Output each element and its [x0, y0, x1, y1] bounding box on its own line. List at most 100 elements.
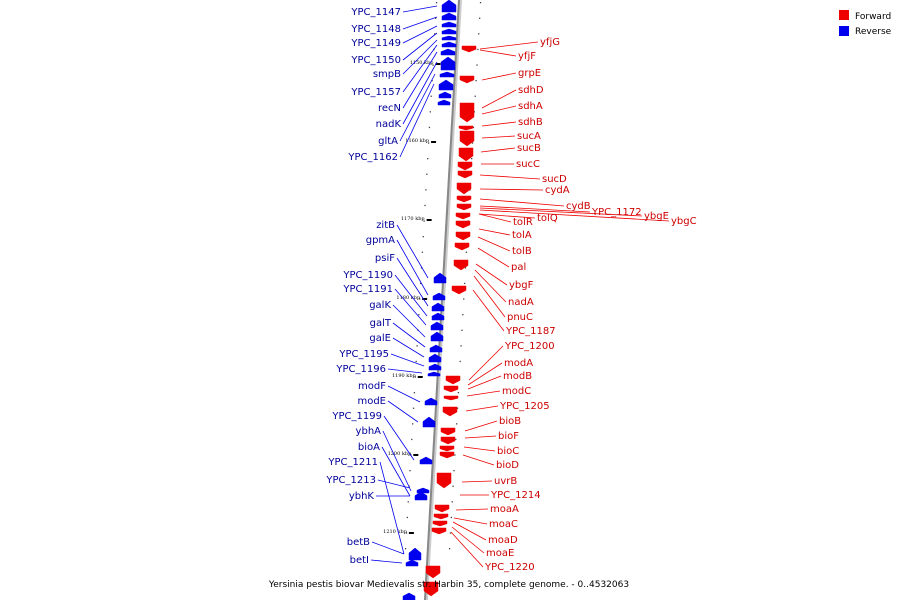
forward-gene-label: pnuC [507, 312, 533, 323]
forward-gene-label: tolA [512, 230, 532, 241]
forward-leader-line [479, 41, 539, 50]
forward-gene-label: modB [503, 371, 532, 382]
minor-tick [431, 80, 433, 82]
forward-leader-line [451, 526, 485, 554]
forward-gene-label: sdhD [518, 85, 544, 96]
forward-gene-block [440, 427, 456, 436]
forward-gene-block [434, 504, 450, 513]
forward-leader-line [479, 205, 591, 213]
forward-leader-line [461, 480, 493, 483]
forward-gene-label: YPC_1220 [484, 562, 535, 573]
forward-gene-block [423, 581, 439, 597]
reverse-leader-line [402, 51, 438, 109]
reverse-gene-block [437, 99, 451, 106]
reverse-gene-block [433, 272, 447, 284]
reverse-leader-line [394, 274, 428, 317]
reverse-leader-line [402, 5, 438, 13]
minor-tick [473, 111, 475, 113]
forward-gene-block [443, 385, 459, 393]
minor-tick [416, 345, 418, 347]
reverse-leader-line [379, 461, 405, 555]
forward-gene-label: tolR [513, 217, 533, 228]
forward-gene-block [442, 406, 458, 417]
forward-gene-block [456, 203, 472, 211]
reverse-gene-block [441, 12, 457, 21]
forward-leader-line [452, 521, 487, 541]
kbp-mark-tick [413, 454, 419, 456]
kbp-mark-label: 1160 kbp [405, 138, 429, 144]
forward-gene-label: sucA [517, 131, 541, 142]
minor-tick [427, 158, 429, 160]
forward-gene-block [455, 220, 471, 229]
forward-gene-block [445, 375, 461, 385]
reverse-gene-label: ybhA [356, 426, 382, 437]
reverse-gene-label: bioA [358, 442, 380, 453]
forward-leader-line [450, 531, 484, 568]
reverse-leader-line [394, 288, 427, 326]
minor-tick [465, 251, 468, 253]
forward-leader-line [479, 207, 643, 217]
forward-leader-line [478, 213, 512, 223]
forward-gene-block [440, 436, 456, 445]
reverse-gene-label: YPC_1199 [331, 411, 382, 422]
reverse-gene-label: ybhK [349, 491, 375, 502]
minor-tick [425, 189, 427, 191]
reverse-leader-line [396, 239, 429, 296]
minor-tick [472, 126, 475, 129]
forward-leader-line [463, 446, 496, 452]
forward-gene-block [456, 182, 472, 195]
minor-tick [453, 470, 455, 472]
kbp-mark-label: 1210 kbp [383, 529, 407, 535]
legend-forward-label: Forward [855, 12, 891, 22]
forward-gene-label: moaA [490, 504, 519, 515]
reverse-gene-block [428, 353, 442, 363]
forward-leader-line [481, 89, 517, 109]
forward-leader-line [462, 454, 495, 466]
kbp-mark-tick [426, 219, 432, 221]
forward-gene-label: bioC [497, 446, 519, 457]
reverse-leader-line [402, 61, 438, 125]
reverse-gene-block [405, 559, 419, 567]
forward-leader-line [481, 105, 517, 115]
minor-tick [407, 501, 409, 503]
kbp-mark-tick [435, 63, 441, 65]
reverse-leader-line [392, 304, 426, 338]
reverse-gene-label: galK [369, 300, 391, 311]
reverse-leader-line [402, 25, 438, 44]
reverse-gene-block [440, 56, 456, 71]
reverse-leader-line [371, 541, 405, 555]
minor-tick [405, 532, 408, 534]
forward-leader-line [464, 420, 498, 432]
reverse-leader-line [399, 73, 436, 142]
reverse-leader-line [377, 479, 411, 489]
minor-tick [474, 95, 476, 97]
forward-gene-label: ybgC [671, 216, 697, 227]
forward-gene-label: ybgF [509, 280, 534, 291]
minor-tick [471, 142, 474, 144]
forward-gene-label: sdhA [518, 101, 543, 112]
minor-tick [479, 2, 482, 4]
forward-gene-block [454, 242, 470, 251]
forward-gene-label: bioD [496, 460, 519, 471]
reverse-gene-block [416, 487, 430, 494]
forward-leader-line [480, 147, 516, 153]
reverse-leader-line [402, 44, 438, 93]
forward-leader-line [473, 275, 506, 318]
reverse-gene-label: recN [378, 103, 401, 114]
reverse-gene-label: nadK [376, 119, 402, 130]
reverse-gene-label: YPC_1211 [327, 457, 378, 468]
minor-tick [406, 516, 408, 519]
reverse-gene-label: YPC_1157 [350, 87, 401, 98]
forward-gene-block [455, 231, 471, 241]
reverse-gene-block [427, 371, 441, 377]
reverse-gene-label: YPC_1191 [342, 284, 393, 295]
minor-tick [471, 158, 473, 160]
minor-tick [455, 438, 457, 441]
forward-gene-block [439, 445, 455, 452]
forward-leader-line [477, 247, 510, 268]
forward-leader-line [464, 435, 497, 439]
forward-gene-label: pal [511, 262, 526, 273]
forward-gene-label: yfjG [540, 37, 560, 48]
minor-tick [414, 376, 416, 378]
